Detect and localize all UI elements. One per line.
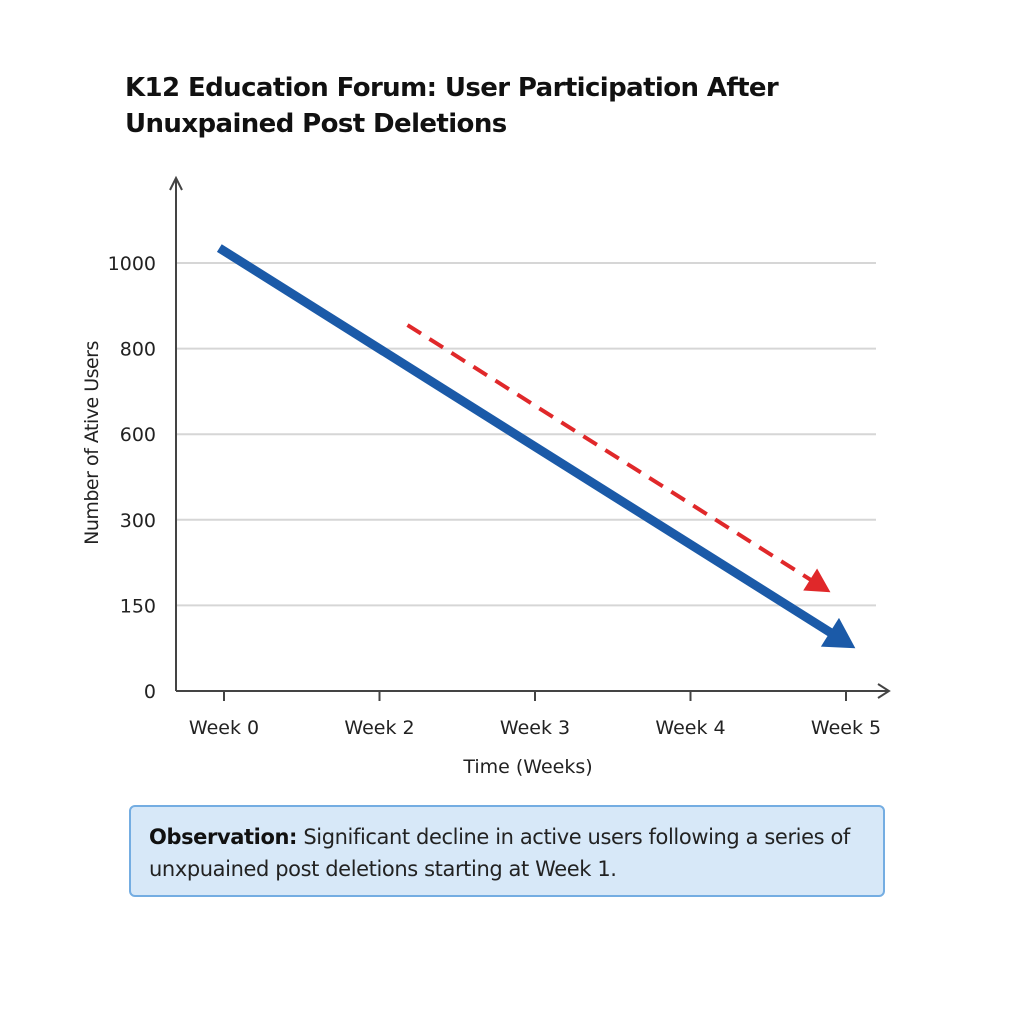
chart-title-line1: K12 Education Forum: User Participation … [125,73,779,103]
blue-arrowhead-icon [820,617,856,649]
trend-line [216,244,835,638]
x-axis-arrow-icon [877,683,891,699]
x-tick-label: Week 2 [344,717,414,739]
observation-text-1: Significant decline in active users foll… [303,825,850,849]
x-tick-label: Week 4 [655,717,725,739]
x-axis-label: Time (Weeks) [462,756,592,778]
x-tick-label: Week 5 [811,717,881,739]
chart-title: K12 Education Forum: User Participation … [125,70,779,142]
chart-title-line2: Unuxpained Post Deletions [125,109,507,139]
y-tick-label: 800 [120,339,156,361]
y-axis-arrow-icon [169,175,183,191]
red-arrowhead-icon [803,568,831,593]
y-axis-label: Number of Ative Users [81,341,103,545]
y-tick-label: 150 [120,595,156,617]
observation-text-2: unxpuained post deletions starting at We… [149,857,617,881]
observation-label: Observation: [149,825,298,849]
y-tick-label: 300 [120,510,156,532]
y-tick-label: 1000 [108,253,156,275]
x-tick-label: Week 0 [189,717,259,739]
observation-box: Observation: Significant decline in acti… [129,805,885,897]
x-tick-label: Week 3 [500,717,570,739]
y-tick-label: 0 [144,681,156,703]
dashed-trend-line [406,323,813,583]
y-tick-label: 600 [120,424,156,446]
